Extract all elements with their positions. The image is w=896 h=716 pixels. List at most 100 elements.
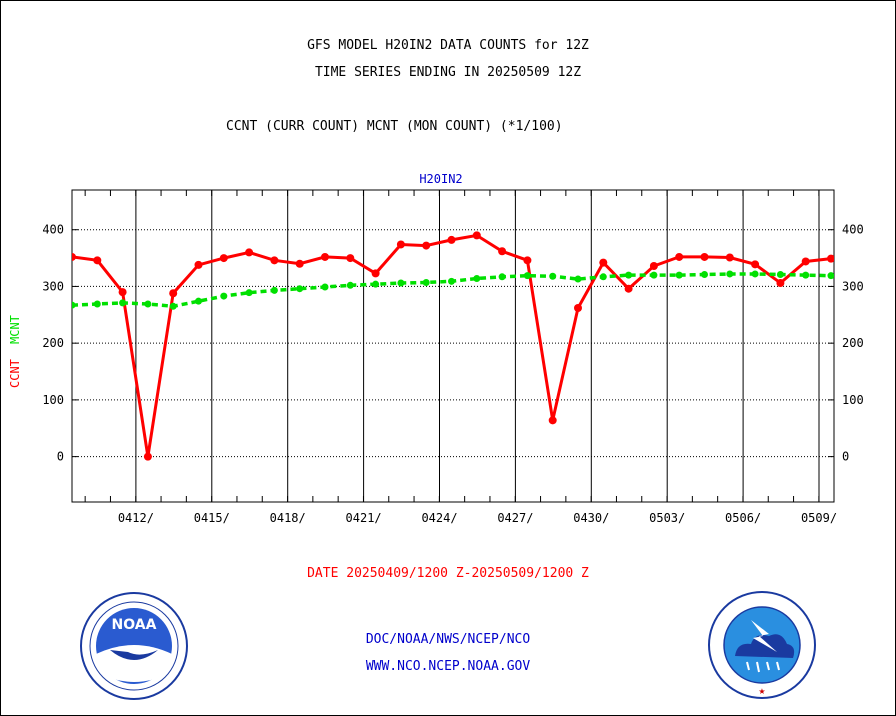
mcnt-point	[144, 300, 152, 308]
ccnt-point	[548, 416, 557, 425]
ccnt-point	[498, 247, 507, 256]
mcnt-point	[751, 270, 759, 278]
ccnt-point	[396, 240, 405, 249]
x-tick-label: 0415/	[194, 511, 230, 525]
title-line-2: TIME SERIES ENDING IN 20250509 12Z	[314, 65, 582, 80]
mcnt-point	[599, 273, 607, 281]
ccnt-point	[827, 254, 834, 263]
mcnt-point	[119, 299, 127, 307]
website-text: WWW.NCO.NCEP.NOAA.GOV	[365, 659, 531, 674]
mcnt-point	[245, 289, 253, 297]
mcnt-point	[321, 283, 329, 291]
axis-label-layer: 0 0 100 100 200 200 300 300 400 400 0412/0415/0418…	[8, 172, 864, 525]
noaa-logo: NOAA	[80, 592, 188, 700]
ccnt-point	[776, 279, 785, 288]
ccnt-point	[93, 256, 102, 265]
ccnt-point	[574, 303, 582, 312]
ccnt-point	[700, 252, 709, 261]
mcnt-point	[574, 275, 582, 283]
x-tick-label: 0506/	[725, 511, 761, 525]
mcnt-point	[195, 297, 202, 305]
mcnt-point	[473, 274, 481, 282]
ccnt-point	[472, 231, 481, 240]
mcnt-point	[397, 279, 405, 287]
ccnt-point	[599, 258, 608, 267]
ylabel-ccnt: CCNT	[8, 359, 22, 388]
plot-border	[71, 189, 835, 503]
x-tick-label: 0421/	[346, 511, 382, 525]
ccnt-point	[371, 269, 380, 278]
date-range-label: DATE 20250409/1200 Z-20250509/1200 Z	[307, 566, 589, 581]
nws-logo: ★	[708, 591, 816, 699]
ccnt-line	[72, 233, 832, 457]
org-path-text: DOC/NOAA/NWS/NCEP/NCO	[365, 632, 531, 647]
mcnt-point	[93, 300, 101, 308]
mcnt-point	[169, 302, 177, 310]
y-tick-label-right: 200	[842, 336, 864, 350]
ccnt-point	[118, 288, 127, 297]
y-tick-label-left: 400	[42, 223, 64, 237]
mcnt-point	[802, 271, 810, 279]
ccnt-point	[801, 257, 810, 266]
x-tick-label: 0430/	[573, 511, 609, 525]
ccnt-point	[346, 254, 355, 263]
y-tick-label-right: 100	[842, 393, 864, 407]
mcnt-point	[549, 272, 557, 280]
noaa-logo-text: NOAA	[112, 617, 157, 633]
mcnt-point	[220, 292, 228, 300]
mcnt-point	[422, 278, 430, 286]
ccnt-point	[447, 235, 456, 244]
x-tick-label: 0418/	[270, 511, 306, 525]
title-line-1: GFS MODEL H20IN2 DATA COUNTS for 12Z	[307, 38, 589, 53]
mcnt-point	[498, 273, 506, 281]
ccnt-point	[143, 452, 152, 461]
x-tick-label: 0509/	[801, 511, 837, 525]
y-tick-label-left: 300	[42, 279, 64, 293]
ccnt-point	[725, 253, 734, 262]
y-tick-label-left: 200	[42, 336, 64, 350]
ccnt-point	[523, 256, 532, 265]
series-mcnt	[72, 270, 834, 310]
series-layer	[72, 231, 834, 461]
ccnt-point	[675, 252, 684, 261]
ccnt-point	[649, 262, 658, 271]
mcnt-point	[372, 280, 380, 288]
ccnt-point	[321, 252, 329, 261]
mcnt-point	[448, 277, 455, 285]
ccnt-point	[295, 259, 304, 268]
x-tick-label: 0503/	[649, 511, 685, 525]
ccnt-point	[245, 248, 254, 257]
mcnt-point	[625, 271, 633, 279]
x-tick-label: 0412/	[118, 511, 154, 525]
plot-frame-layer	[71, 189, 835, 503]
mcnt-point	[827, 272, 834, 280]
y-tick-label-right: 0	[842, 450, 849, 464]
ccnt-point	[751, 260, 760, 269]
mcnt-point	[270, 286, 278, 294]
ccnt-point	[219, 254, 228, 263]
ccnt-point	[624, 284, 633, 293]
mcnt-point	[296, 285, 304, 293]
mcnt-point	[650, 271, 658, 279]
ccnt-point	[72, 252, 76, 261]
y-tick-label-left: 0	[57, 450, 64, 464]
panel-title: H20IN2	[419, 172, 462, 186]
mcnt-point	[72, 301, 76, 309]
ccnt-point	[270, 256, 279, 265]
mcnt-point	[675, 271, 683, 279]
x-tick-label: 0424/	[421, 511, 457, 525]
chart-subtitle: CCNT (CURR COUNT) MCNT (MON COUNT) (*1/1…	[226, 119, 563, 134]
mcnt-point	[776, 271, 784, 279]
y-tick-label-right: 400	[842, 223, 864, 237]
x-tick-label: 0427/	[497, 511, 533, 525]
mcnt-point	[701, 271, 708, 279]
ccnt-point	[422, 241, 431, 250]
ylabel-mcnt: MCNT	[8, 315, 22, 344]
y-tick-label-right: 300	[842, 279, 864, 293]
mcnt-point	[523, 272, 531, 280]
mcnt-point	[346, 281, 354, 289]
y-tick-label-left: 100	[42, 393, 64, 407]
mcnt-point	[726, 270, 734, 278]
ccnt-point	[194, 260, 203, 269]
